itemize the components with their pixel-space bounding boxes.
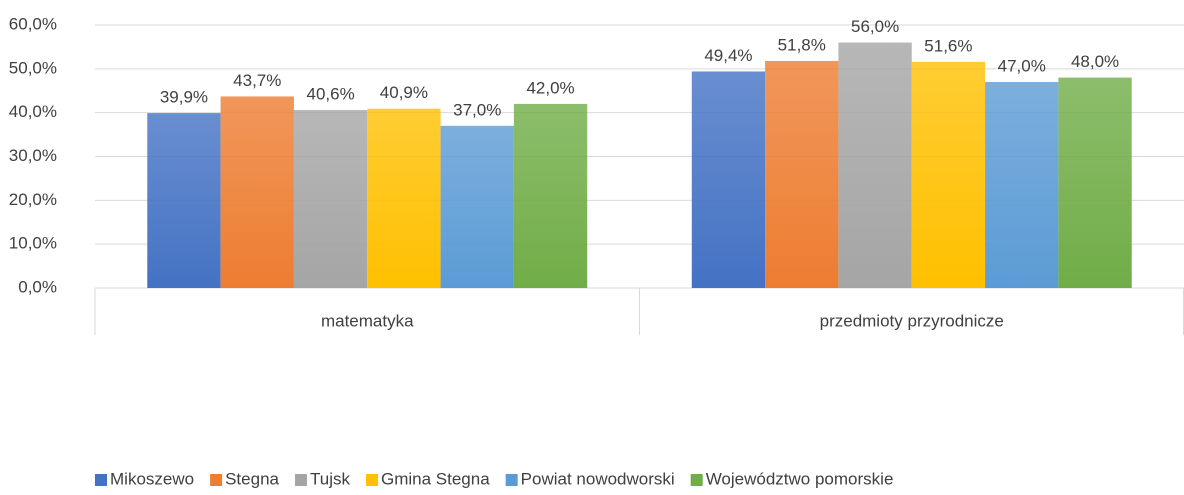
legend-label: Gmina Stegna: [381, 469, 490, 488]
y-tick-label: 60,0%: [9, 14, 57, 33]
bar: [838, 42, 912, 289]
legend-swatch: [210, 474, 223, 486]
data-label: 51,8%: [778, 35, 826, 54]
bar: [765, 60, 839, 289]
data-label: 43,7%: [233, 71, 281, 90]
y-tick-label: 50,0%: [9, 58, 57, 77]
y-tick-label: 40,0%: [9, 102, 57, 121]
legend-swatch: [365, 474, 378, 486]
legend-label: Województwo pomorskie: [706, 469, 894, 488]
data-label: 42,0%: [526, 78, 574, 97]
legend-swatch: [690, 474, 703, 486]
data-label: 37,0%: [453, 100, 501, 119]
y-tick-label: 0,0%: [18, 277, 57, 296]
data-label: 48,0%: [1071, 52, 1119, 71]
bar: [293, 110, 368, 288]
y-tick-label: 20,0%: [9, 190, 57, 209]
bar: [367, 108, 441, 288]
x-tick-label: przedmioty przyrodnicze: [820, 311, 1004, 330]
legend-label: Tujsk: [310, 469, 350, 488]
bar: [513, 103, 588, 289]
data-label: 51,6%: [924, 36, 972, 55]
data-label: 40,6%: [306, 85, 354, 104]
bar: [220, 96, 294, 288]
y-tick-label: 10,0%: [9, 234, 57, 253]
bar: [911, 61, 986, 288]
data-label: 56,0%: [851, 17, 899, 36]
data-label: 49,4%: [704, 46, 752, 65]
x-tick-label: matematyka: [321, 311, 414, 330]
legend-swatch: [95, 474, 107, 486]
legend-swatch: [505, 474, 518, 486]
bar: [985, 81, 1059, 288]
bar: [691, 71, 766, 288]
bar: [440, 125, 514, 288]
data-label: 39,9%: [160, 88, 208, 107]
data-label: 47,0%: [998, 56, 1046, 75]
legend-label: Mikoszewo: [110, 469, 194, 488]
data-label: 40,9%: [380, 83, 428, 102]
legend-swatch: [294, 474, 307, 486]
legend-label: Powiat nowodworski: [521, 469, 675, 488]
bar: [147, 113, 221, 288]
bar: [1058, 77, 1132, 288]
y-tick-label: 30,0%: [9, 146, 57, 165]
legend-label: Stegna: [225, 469, 279, 488]
